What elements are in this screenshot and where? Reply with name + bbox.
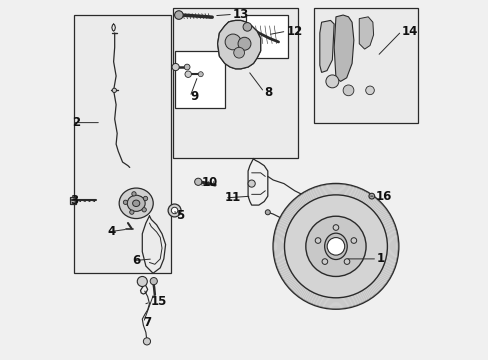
Circle shape bbox=[368, 193, 374, 199]
Circle shape bbox=[172, 63, 179, 71]
Polygon shape bbox=[359, 17, 373, 49]
Circle shape bbox=[168, 204, 181, 217]
Text: 11: 11 bbox=[224, 192, 241, 204]
Polygon shape bbox=[319, 21, 333, 72]
Text: 4: 4 bbox=[107, 225, 116, 238]
Circle shape bbox=[184, 64, 190, 70]
Circle shape bbox=[198, 72, 203, 77]
Circle shape bbox=[343, 85, 353, 96]
Bar bbox=[74, 15, 171, 273]
Circle shape bbox=[322, 259, 327, 264]
Circle shape bbox=[325, 75, 338, 88]
Circle shape bbox=[247, 180, 255, 187]
Text: 15: 15 bbox=[150, 296, 166, 309]
Text: 16: 16 bbox=[375, 190, 391, 203]
Circle shape bbox=[332, 225, 338, 230]
Ellipse shape bbox=[132, 200, 140, 207]
Text: 7: 7 bbox=[143, 316, 151, 329]
Text: 5: 5 bbox=[175, 210, 183, 222]
Circle shape bbox=[365, 86, 373, 95]
Text: 13: 13 bbox=[233, 8, 249, 21]
Circle shape bbox=[171, 207, 178, 214]
Circle shape bbox=[143, 338, 150, 345]
Circle shape bbox=[243, 23, 251, 31]
Circle shape bbox=[238, 37, 250, 50]
Text: 9: 9 bbox=[190, 90, 198, 103]
Circle shape bbox=[123, 200, 127, 204]
Bar bbox=[246, 15, 287, 58]
Text: 14: 14 bbox=[401, 25, 417, 38]
Circle shape bbox=[350, 238, 356, 243]
Text: 2: 2 bbox=[72, 116, 80, 129]
Bar bbox=[314, 8, 418, 123]
Ellipse shape bbox=[127, 195, 145, 211]
Circle shape bbox=[326, 238, 344, 255]
Circle shape bbox=[150, 278, 157, 285]
Circle shape bbox=[344, 259, 349, 264]
Text: 3: 3 bbox=[70, 194, 78, 207]
Circle shape bbox=[132, 192, 136, 196]
Circle shape bbox=[137, 276, 147, 287]
Circle shape bbox=[233, 47, 244, 58]
Circle shape bbox=[315, 238, 320, 243]
Bar bbox=[70, 197, 76, 204]
Circle shape bbox=[143, 196, 147, 201]
Bar bbox=[174, 51, 224, 108]
Text: 6: 6 bbox=[132, 254, 141, 267]
Ellipse shape bbox=[119, 188, 153, 219]
Circle shape bbox=[112, 88, 116, 93]
Circle shape bbox=[174, 11, 183, 19]
Text: 12: 12 bbox=[286, 25, 302, 38]
Circle shape bbox=[194, 178, 202, 185]
Polygon shape bbox=[217, 21, 260, 69]
Circle shape bbox=[284, 195, 386, 298]
Bar bbox=[172, 8, 298, 158]
Text: 8: 8 bbox=[264, 86, 272, 99]
Polygon shape bbox=[333, 15, 353, 81]
Circle shape bbox=[129, 210, 134, 214]
Circle shape bbox=[265, 210, 270, 215]
Circle shape bbox=[184, 71, 191, 77]
Ellipse shape bbox=[324, 233, 346, 260]
Circle shape bbox=[305, 216, 366, 276]
Circle shape bbox=[273, 184, 398, 309]
Circle shape bbox=[142, 208, 146, 212]
Circle shape bbox=[224, 34, 241, 50]
Text: 10: 10 bbox=[202, 176, 218, 189]
Text: 1: 1 bbox=[376, 252, 385, 265]
